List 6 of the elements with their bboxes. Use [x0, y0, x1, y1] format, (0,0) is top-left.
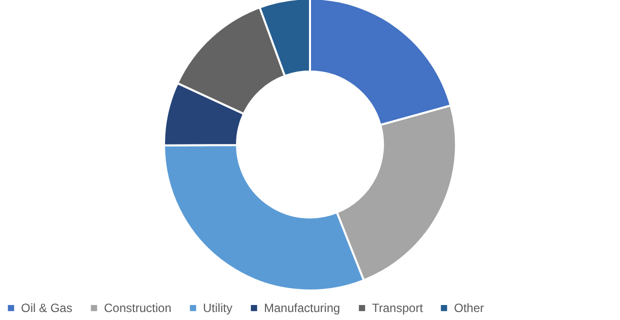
legend-label: Transport — [372, 301, 424, 316]
legend-label: Manufacturing — [264, 301, 340, 316]
legend-label: Construction — [104, 301, 172, 316]
legend-label: Utility — [203, 301, 232, 316]
legend-label: Oil & Gas — [21, 301, 72, 316]
legend-label: Other — [454, 301, 484, 316]
